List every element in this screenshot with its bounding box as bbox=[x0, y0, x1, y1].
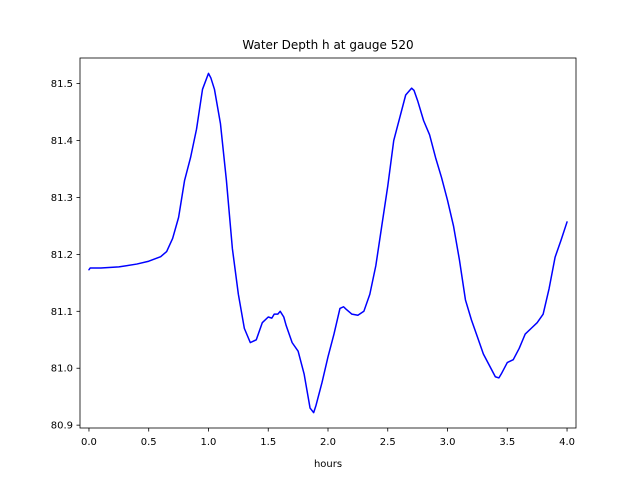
y-tick-label: 81.5 bbox=[51, 79, 73, 90]
y-axis: 80.9 81.0 81.1 81.2 81.3 81.4 81.5 bbox=[51, 79, 80, 432]
x-tick-label: 0.0 bbox=[81, 437, 97, 448]
y-tick-label: 81.3 bbox=[51, 193, 73, 204]
x-axis-label: hours bbox=[314, 459, 342, 470]
plot-area bbox=[88, 72, 568, 414]
x-tick-label: 3.5 bbox=[499, 437, 515, 448]
x-tick-label: 4.0 bbox=[559, 437, 575, 448]
y-tick-label: 80.9 bbox=[51, 421, 73, 432]
x-tick-label: 2.5 bbox=[380, 437, 396, 448]
series-line bbox=[88, 72, 568, 414]
y-tick-label: 81.4 bbox=[51, 136, 73, 147]
x-axis: 0.0 0.5 1.0 1.5 2.0 2.5 3.0 3.5 4.0 bbox=[81, 428, 575, 448]
x-tick-label: 1.0 bbox=[201, 437, 217, 448]
axes-frame bbox=[79, 57, 577, 429]
chart-title: Water Depth h at gauge 520 bbox=[242, 38, 413, 52]
x-tick-label: 1.5 bbox=[260, 437, 276, 448]
x-tick-label: 0.5 bbox=[141, 437, 157, 448]
x-tick-label: 2.0 bbox=[320, 437, 336, 448]
y-tick-label: 81.0 bbox=[51, 364, 73, 375]
y-tick-label: 81.1 bbox=[51, 307, 73, 318]
x-tick-label: 3.0 bbox=[440, 437, 456, 448]
y-tick-label: 81.2 bbox=[51, 250, 73, 261]
